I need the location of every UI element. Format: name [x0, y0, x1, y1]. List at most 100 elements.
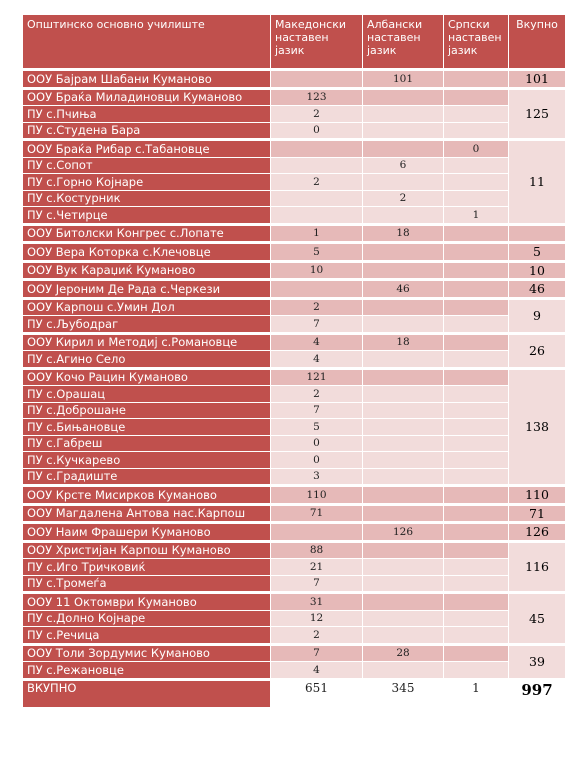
total-cell: 26: [508, 331, 566, 369]
count-cell: 0: [270, 121, 363, 140]
count-cell: 2: [270, 105, 363, 123]
count-cell: [443, 156, 509, 174]
count-cell: 4: [270, 661, 363, 680]
total-cell: 5: [508, 241, 566, 262]
total-cell: 11: [508, 138, 566, 225]
table-row: ООУ Христијан Карпош Куманово 88 116: [22, 539, 566, 593]
school-name: ООУ Кирил и Методиј с.Романовце: [22, 331, 271, 351]
count-cell: 46: [362, 278, 444, 299]
count-cell: [362, 241, 444, 262]
count-cell: 18: [362, 331, 444, 351]
count-cell: 5: [270, 418, 363, 436]
school-name: ООУ Браќа Рибар с.Табановце: [22, 138, 271, 158]
count-cell: [362, 626, 444, 645]
count-cell: [270, 206, 363, 225]
count-cell: 1: [443, 206, 509, 225]
count-cell: 2: [270, 385, 363, 403]
count-cell: [443, 591, 509, 611]
table-row: ООУ Вук Караџиќ Куманово 10 10: [22, 259, 566, 280]
count-cell: 18: [362, 222, 444, 243]
count-cell: 88: [270, 539, 363, 559]
count-cell: 2: [270, 173, 363, 191]
count-cell: 2: [270, 626, 363, 645]
table-row: ООУ Толи Зордумис Куманово 7 28 39: [22, 642, 566, 680]
count-cell: [362, 558, 444, 576]
table-row: ПУ с.Габреш 0: [22, 434, 566, 452]
school-name: ПУ с.Долно Којнаре: [22, 609, 271, 627]
table-row: ООУ Наим Фрашери Куманово 126 126: [22, 521, 566, 542]
count-cell: [443, 315, 509, 334]
count-cell: [443, 539, 509, 559]
count-cell: [443, 366, 509, 386]
count-cell: 10: [270, 259, 363, 280]
table-row: ПУ с.Пчиња 2: [22, 105, 566, 123]
table-row: ПУ с.Иго Тричковиќ 21: [22, 558, 566, 576]
count-cell: [443, 401, 509, 419]
total-cell: 125: [508, 86, 566, 140]
total-cell: 126: [508, 521, 566, 542]
count-cell: [362, 296, 444, 316]
count-cell: [362, 418, 444, 436]
table-row: ПУ с.Агино Село 4: [22, 350, 566, 369]
header-cell: Албански наставен јазик: [362, 14, 444, 70]
count-cell: [443, 189, 509, 207]
count-cell: [443, 241, 509, 262]
count-cell: [362, 451, 444, 469]
count-cell: [443, 278, 509, 299]
count-cell: [362, 206, 444, 225]
total-count: 345: [362, 677, 444, 708]
school-name: ПУ с.Пчиња: [22, 105, 271, 123]
table-row: ПУ с.Долно Којнаре 12: [22, 609, 566, 627]
school-name: ООУ Толи Зордумис Куманово: [22, 642, 271, 662]
count-cell: [362, 661, 444, 680]
count-cell: [443, 121, 509, 140]
count-cell: 0: [270, 451, 363, 469]
total-row: ВКУПНО 651 345 1 997: [22, 677, 566, 708]
count-cell: [270, 278, 363, 299]
header-cell: Општинско основно училиште: [22, 14, 271, 70]
school-name: ООУ Браќа Миладиновци Куманово: [22, 86, 271, 106]
school-name: ПУ с.Агино Село: [22, 350, 271, 369]
table-row: ПУ с.Тромеѓа 7: [22, 574, 566, 593]
total-count: 997: [508, 677, 566, 708]
count-cell: [362, 591, 444, 611]
count-cell: [443, 502, 509, 523]
count-cell: [362, 86, 444, 106]
count-cell: [362, 434, 444, 452]
count-cell: [443, 68, 509, 89]
total-cell: 45: [508, 591, 566, 645]
school-name: ООУ Вук Караџиќ Куманово: [22, 259, 271, 280]
table-row: ООУ Битолски Конгрес с.Лопате 1 18: [22, 222, 566, 243]
table-row: ООУ 11 Октомври Куманово 31 45: [22, 591, 566, 645]
count-cell: [443, 434, 509, 452]
count-cell: 1: [270, 222, 363, 243]
table-row: ООУ Браќа Рибар с.Табановце 0 11: [22, 138, 566, 225]
count-cell: [270, 138, 363, 158]
count-cell: 7: [270, 642, 363, 662]
school-name: ООУ Карпош с.Умин Дол: [22, 296, 271, 316]
count-cell: 7: [270, 574, 363, 593]
total-cell: 110: [508, 484, 566, 505]
count-cell: [362, 366, 444, 386]
count-cell: [443, 642, 509, 662]
count-cell: [362, 259, 444, 280]
school-table: Општинско основно училиште Македонски на…: [22, 14, 566, 708]
count-cell: 28: [362, 642, 444, 662]
count-cell: 6: [362, 156, 444, 174]
count-cell: [362, 105, 444, 123]
school-name: ООУ Бајрам Шабани Куманово: [22, 68, 271, 89]
table-row: ПУ с.Четирце 1: [22, 206, 566, 225]
table-row: ПУ с.Градиште 3: [22, 467, 566, 486]
count-cell: [362, 350, 444, 369]
table-row: ПУ с.Сопот 6: [22, 156, 566, 174]
count-cell: [270, 156, 363, 174]
table-row: ООУ Бајрам Шабани Куманово 101 101: [22, 68, 566, 89]
count-cell: [443, 331, 509, 351]
school-name: ПУ с.Орашац: [22, 385, 271, 403]
count-cell: 110: [270, 484, 363, 505]
count-cell: 31: [270, 591, 363, 611]
header-row: Општинско основно училиште Македонски на…: [22, 14, 566, 70]
total-cell: [508, 222, 566, 243]
count-cell: 21: [270, 558, 363, 576]
